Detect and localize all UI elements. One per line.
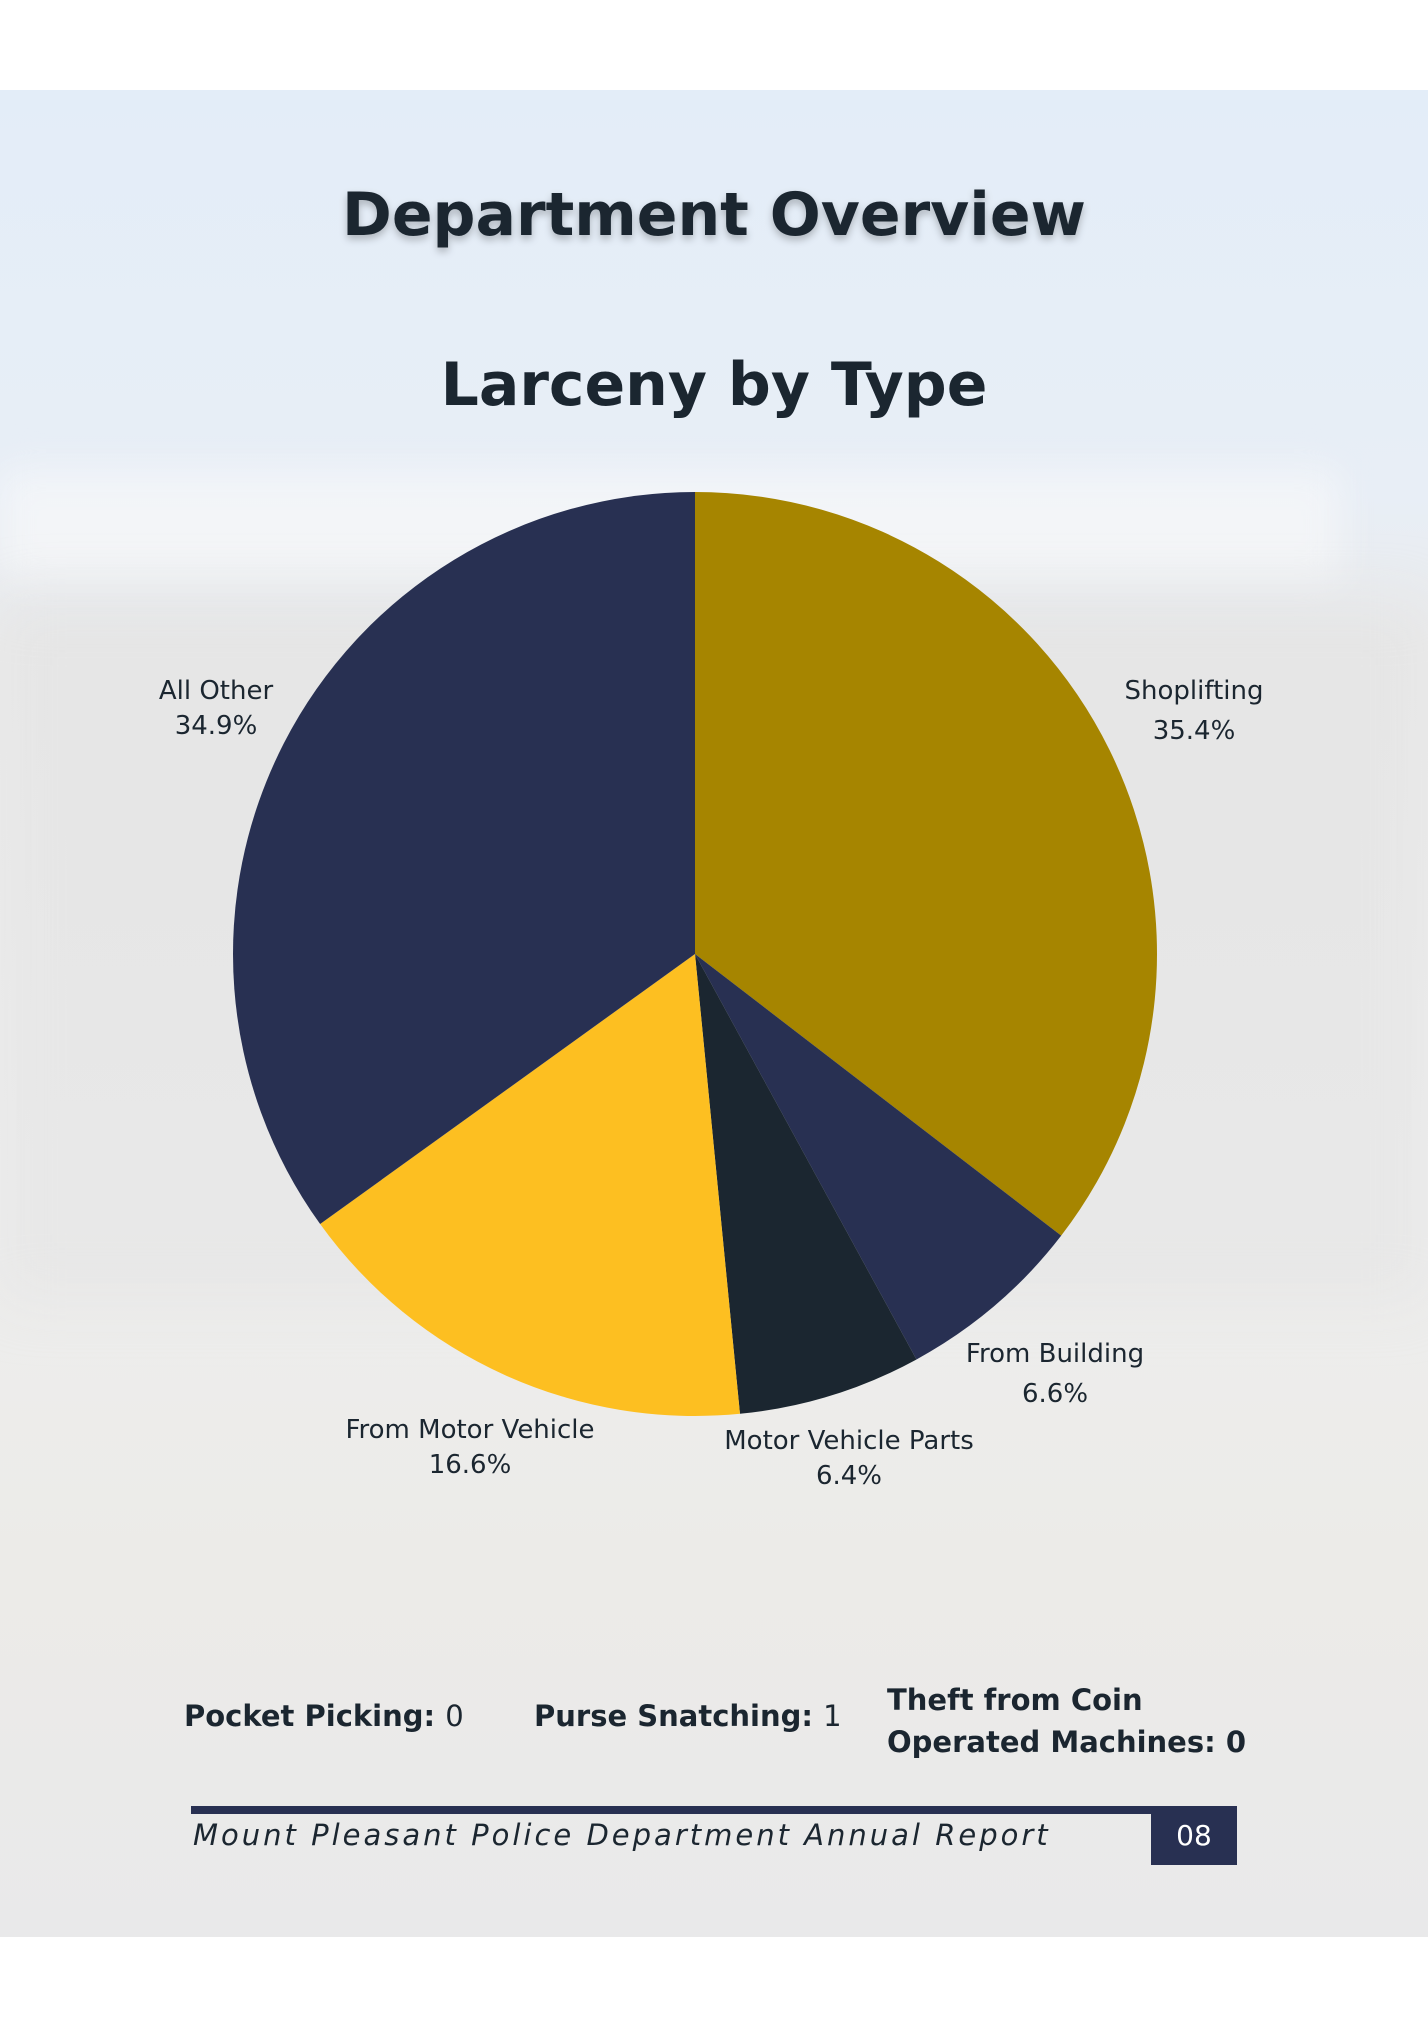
slice-label-motor-vehicle-parts: Motor Vehicle Parts 6.4% xyxy=(724,1424,974,1494)
page-number: 08 xyxy=(1151,1806,1237,1865)
label-text: From Motor Vehicle xyxy=(345,1415,595,1445)
stat-pocket-picking: Pocket Picking: 0 xyxy=(184,1695,464,1737)
label-text: All Other xyxy=(158,676,274,706)
stat-purse-snatching: Purse Snatching: 1 xyxy=(534,1695,842,1737)
slice-label-from-building: From Building 6.6% xyxy=(966,1337,1144,1412)
label-text: From Building xyxy=(965,1339,1145,1369)
stat-value: 0 xyxy=(1225,1725,1247,1759)
stat-label: Purse Snatching: xyxy=(534,1699,813,1733)
pie-slice-shoplifting xyxy=(695,492,1157,1236)
footer-report-title: Mount Pleasant Police Department Annual … xyxy=(193,1818,1051,1852)
label-value: 35.4% xyxy=(1152,716,1236,746)
pie-slice-from-motor-vehicle xyxy=(320,954,740,1417)
stat-value: 1 xyxy=(823,1699,842,1733)
label-text: Shoplifting xyxy=(1124,676,1264,706)
footer-divider xyxy=(191,1806,1237,1814)
stat-value: 0 xyxy=(445,1699,464,1733)
pie-slice-motor-vehicle-parts xyxy=(695,954,917,1414)
label-value: 16.6% xyxy=(428,1450,512,1480)
chart-title: Larceny by Type xyxy=(440,350,988,420)
pie-slice-all-other xyxy=(232,492,695,1225)
label-text: Motor Vehicle Parts xyxy=(724,1426,974,1456)
stat-coin-machines: Theft from Coin Operated Machines: 0 xyxy=(887,1679,1246,1763)
slice-label-all-other: All Other 34.9% xyxy=(159,674,273,744)
pie-slice-from-building xyxy=(695,954,1062,1360)
stat-label: Theft from Coin xyxy=(887,1683,1143,1717)
stat-label: Pocket Picking: xyxy=(184,1699,436,1733)
label-value: 6.6% xyxy=(1021,1379,1089,1409)
stat-label: Operated Machines: xyxy=(887,1725,1216,1759)
label-value: 34.9% xyxy=(174,711,258,741)
slice-label-from-motor-vehicle: From Motor Vehicle 16.6% xyxy=(345,1413,594,1483)
label-value: 6.4% xyxy=(815,1461,883,1491)
slice-label-shoplifting: Shoplifting 35.4% xyxy=(1125,674,1264,749)
page-heading: Department Overview xyxy=(342,180,1086,250)
